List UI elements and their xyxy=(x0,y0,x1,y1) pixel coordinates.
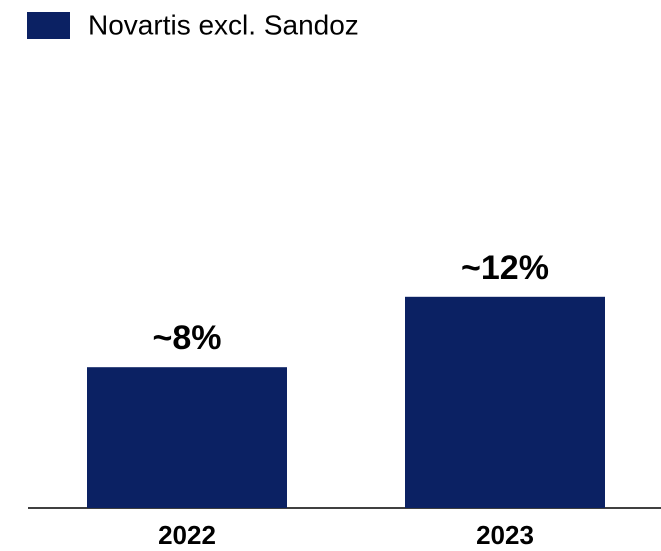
legend-label: Novartis excl. Sandoz xyxy=(88,9,359,40)
bar xyxy=(87,367,287,508)
legend-swatch xyxy=(27,12,70,39)
value-label: ~8% xyxy=(153,319,222,357)
value-label: ~12% xyxy=(461,249,549,287)
bar xyxy=(405,296,605,508)
x-tick-label: 2023 xyxy=(476,520,534,550)
x-tick-label: 2022 xyxy=(158,520,216,550)
